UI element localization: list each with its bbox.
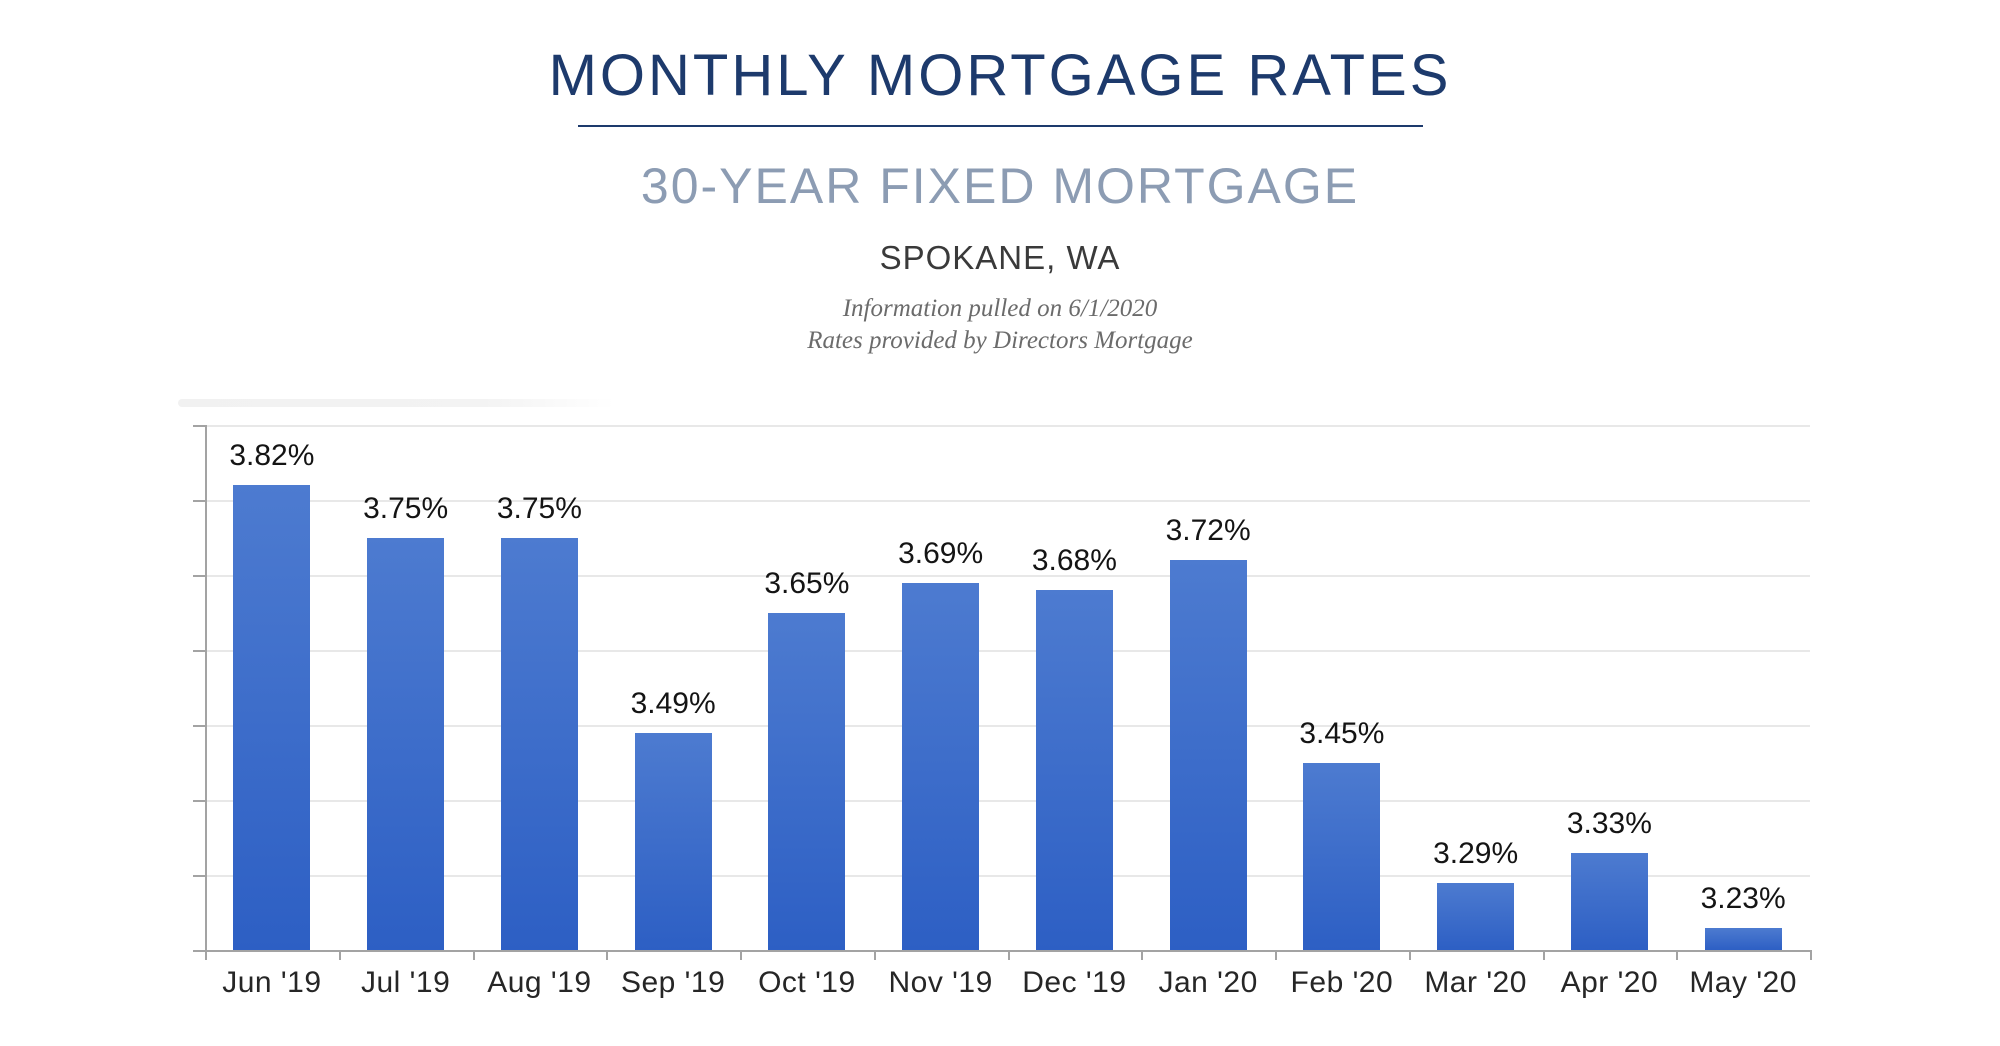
y-axis-tick	[193, 425, 205, 427]
chart-header: MONTHLY MORTGAGE RATES 30-YEAR FIXED MOR…	[0, 0, 2000, 357]
x-axis-tick	[1408, 950, 1411, 960]
x-axis-tick	[873, 950, 876, 960]
y-axis-tick	[193, 875, 205, 877]
x-axis-label: May '20	[1689, 966, 1797, 999]
x-axis-tick	[205, 950, 207, 960]
x-axis-label: Sep '19	[620, 966, 726, 999]
x-axis-label: Feb '20	[1290, 966, 1394, 999]
bar	[1570, 852, 1648, 950]
y-axis-tick	[193, 500, 205, 502]
y-axis-tick	[193, 650, 205, 652]
x-axis-tick	[740, 950, 742, 960]
bar-value-label: 3.75%	[363, 491, 449, 525]
y-axis-tick	[193, 950, 205, 952]
bar-value-label: 3.49%	[630, 686, 716, 720]
source-notes: Information pulled on 6/1/2020 Rates pro…	[0, 293, 2000, 357]
bar-value-label: 3.75%	[496, 491, 582, 525]
bar	[1035, 590, 1113, 950]
y-axis-tick	[193, 725, 205, 727]
x-axis-tick	[338, 950, 341, 960]
bar-value-label: 3.69%	[898, 536, 984, 570]
gridline	[205, 500, 1810, 502]
x-axis-tick	[606, 950, 609, 960]
bar-value-label: 3.82%	[229, 439, 315, 472]
page-title: MONTHLY MORTGAGE RATES	[548, 43, 1452, 108]
gridline	[205, 725, 1810, 727]
x-axis-tick	[1007, 950, 1010, 960]
bar-value-label: 3.68%	[1031, 544, 1117, 577]
bar-value-label: 3.29%	[1433, 836, 1519, 870]
bar	[1169, 560, 1247, 950]
bar-value-label: 3.72%	[1165, 514, 1251, 547]
gridline	[205, 875, 1810, 877]
gridline	[205, 650, 1810, 652]
x-axis-label: Jul '19	[360, 966, 451, 999]
bar-value-label: 3.45%	[1299, 716, 1385, 750]
info-pulled-note: Information pulled on 6/1/2020	[842, 295, 1158, 322]
x-axis-label: Jan '20	[1158, 966, 1258, 999]
x-axis-label: Jun '19	[222, 966, 322, 999]
location-label: SPOKANE, WA	[879, 239, 1121, 276]
gridline	[205, 575, 1810, 577]
gridline	[205, 425, 1810, 427]
bar-value-label: 3.33%	[1566, 806, 1652, 840]
rates-provider-note: Rates provided by Directors Mortgage	[807, 327, 1193, 354]
bar-value-label: 3.23%	[1700, 881, 1786, 915]
x-axis-tick	[1141, 950, 1144, 960]
x-axis-label: Dec '19	[1022, 966, 1127, 999]
bar	[634, 732, 712, 950]
decorative-fade-band	[178, 399, 615, 407]
x-axis-tick	[472, 950, 475, 960]
x-axis-tick	[1275, 950, 1277, 960]
x-axis-label: Oct '19	[758, 966, 856, 999]
bar	[902, 582, 980, 950]
bar	[1303, 762, 1381, 950]
chart-subtitle: 30-YEAR FIXED MORTGAGE	[640, 158, 1360, 214]
bar	[500, 537, 578, 950]
bar	[367, 537, 445, 950]
bar	[1704, 927, 1782, 950]
x-axis-tick	[1676, 950, 1679, 960]
x-axis-label: Mar '20	[1424, 966, 1527, 999]
x-axis-label: Nov '19	[888, 966, 993, 999]
y-axis-tick	[193, 575, 205, 577]
title-underline	[577, 125, 1423, 127]
y-axis-tick	[193, 800, 205, 802]
bar	[768, 612, 846, 950]
x-axis-label: Apr '20	[1560, 966, 1659, 999]
x-axis-tick	[1810, 950, 1812, 960]
bar	[1437, 882, 1515, 950]
x-axis-label: Aug '19	[487, 966, 592, 999]
bar-value-label: 3.65%	[764, 566, 850, 600]
bar	[233, 485, 311, 950]
gridline	[205, 800, 1810, 802]
x-axis-tick	[1542, 950, 1545, 960]
y-axis-line	[205, 425, 207, 960]
